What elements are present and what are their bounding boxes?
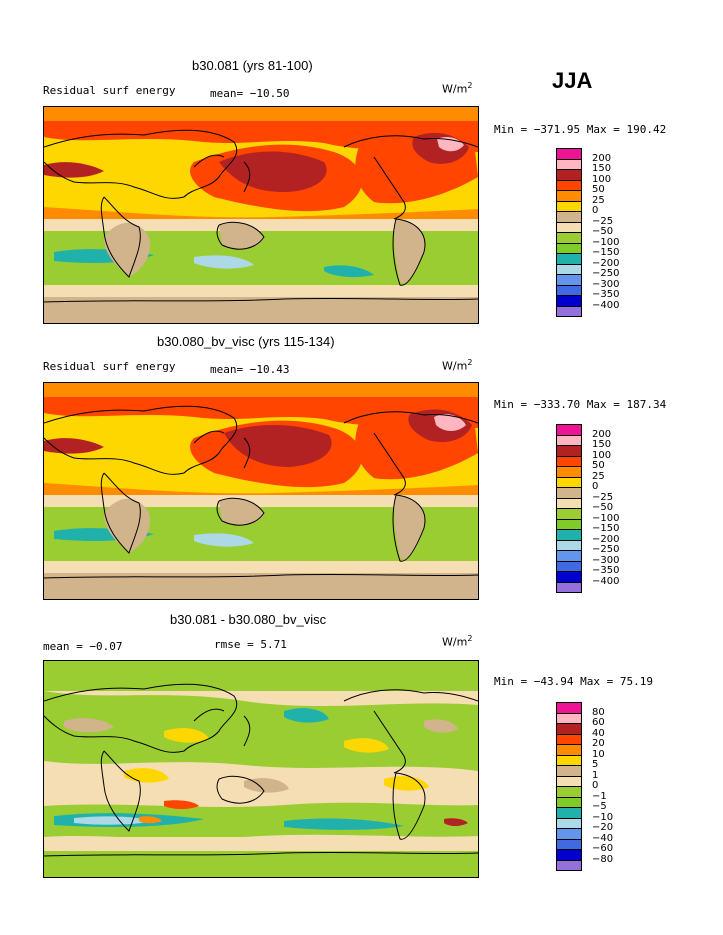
colorbar-level-label: 20 (592, 738, 605, 749)
colorbar-level-label: 50 (592, 184, 605, 195)
panel-2-left-label: Residual surf energy (43, 360, 176, 373)
colorbar-level-label: 200 (592, 152, 612, 164)
panel-3-units: W/m2 (442, 634, 473, 649)
colorbar-level-label: 10 (592, 748, 605, 760)
panel-3-colorbar: 80 60 40 20 10 5 1 0 −1 −5 −10 −20 −40 −60 −80 (556, 702, 636, 874)
colorbar-level-label: 150 (592, 163, 612, 174)
panel-2-map-svg (44, 383, 478, 599)
colorbar-level-label: −250 (592, 544, 620, 555)
panel-2-minmax: Min = −333.70 Max = 187.34 (494, 398, 667, 411)
colorbar-level-label: −25 (592, 491, 614, 503)
colorbar-level-label: −5 (592, 801, 607, 812)
panel-1-units: W/m2 (442, 81, 473, 96)
colorbar-level-label: 100 (592, 173, 612, 185)
colorbar-level-label: −150 (592, 247, 620, 258)
panel-2-colorbar: 200 150 100 50 25 0 −25 −50 −100 −150 −200 −250 −300… (556, 424, 636, 596)
colorbar-swatch (556, 305, 582, 317)
colorbar-level-label: −20 (592, 822, 614, 833)
panel-2-units: W/m2 (442, 358, 473, 373)
colorbar-level-label: −300 (592, 554, 620, 566)
colorbar-level-label: −10 (592, 811, 614, 823)
colorbar-level-label: 0 (592, 481, 599, 492)
panel-1-stat: mean= −10.50 (210, 87, 290, 100)
panel-1-colorbar: 200 150 100 50 25 0 −25 −50 −100 −150 −200 −250 −300… (556, 148, 636, 320)
colorbar-level-label: 60 (592, 717, 605, 728)
colorbar-level-label: 25 (592, 194, 605, 206)
colorbar-level-label: 100 (592, 449, 612, 461)
panel-1-map (43, 106, 479, 324)
colorbar-level-label: −40 (592, 832, 614, 844)
colorbar-level-label: 0 (592, 780, 599, 791)
colorbar-level-label: 25 (592, 470, 605, 482)
colorbar-level-label: 200 (592, 428, 612, 440)
colorbar-level-label: 5 (592, 759, 599, 770)
colorbar-level-label: −60 (592, 843, 614, 854)
colorbar-level-label: 80 (592, 706, 605, 718)
colorbar-level-label: −250 (592, 268, 620, 279)
panel-2-stat: mean= −10.43 (210, 363, 290, 376)
colorbar-swatch (556, 581, 582, 593)
colorbar-level-label: 1 (592, 769, 599, 781)
colorbar-level-label: −50 (592, 226, 614, 237)
panel-1-title: b30.081 (yrs 81-100) (192, 58, 313, 73)
colorbar-level-label: −150 (592, 523, 620, 534)
colorbar-level-label: 40 (592, 727, 605, 739)
panel-3-stat: rmse = 5.71 (214, 638, 287, 651)
colorbar-level-label: −400 (592, 575, 620, 587)
panel-3-left-label: mean = −0.07 (43, 640, 123, 653)
colorbar-level-label: −400 (592, 299, 620, 311)
colorbar-level-label: 150 (592, 439, 612, 450)
colorbar-level-label: −200 (592, 257, 620, 269)
colorbar-level-label: −25 (592, 215, 614, 227)
panel-3-map-svg (44, 661, 478, 877)
panel-3-minmax: Min = −43.94 Max = 75.19 (494, 675, 653, 688)
panel-2-map (43, 382, 479, 600)
panel-3-title: b30.081 - b30.080_bv_visc (170, 612, 327, 627)
colorbar-level-label: −300 (592, 278, 620, 290)
colorbar-level-label: −1 (592, 790, 607, 802)
colorbar-level-label: 0 (592, 205, 599, 216)
panel-1-minmax: Min = −371.95 Max = 190.42 (494, 123, 667, 136)
panel-2-title: b30.080_bv_visc (yrs 115-134) (157, 334, 335, 349)
colorbar-level-label: −100 (592, 236, 620, 248)
panel-1-left-label: Residual surf energy (43, 84, 176, 97)
colorbar-swatch (556, 859, 582, 871)
colorbar-level-label: −350 (592, 289, 620, 300)
season-label: JJA (552, 68, 593, 93)
colorbar-level-label: −350 (592, 565, 620, 576)
colorbar-level-label: −200 (592, 533, 620, 545)
colorbar-level-label: 50 (592, 460, 605, 471)
panel-3-map (43, 660, 479, 878)
colorbar-level-label: −50 (592, 502, 614, 513)
panel-1-map-svg (44, 107, 478, 323)
colorbar-level-label: −100 (592, 512, 620, 524)
colorbar-level-label: −80 (592, 853, 614, 865)
